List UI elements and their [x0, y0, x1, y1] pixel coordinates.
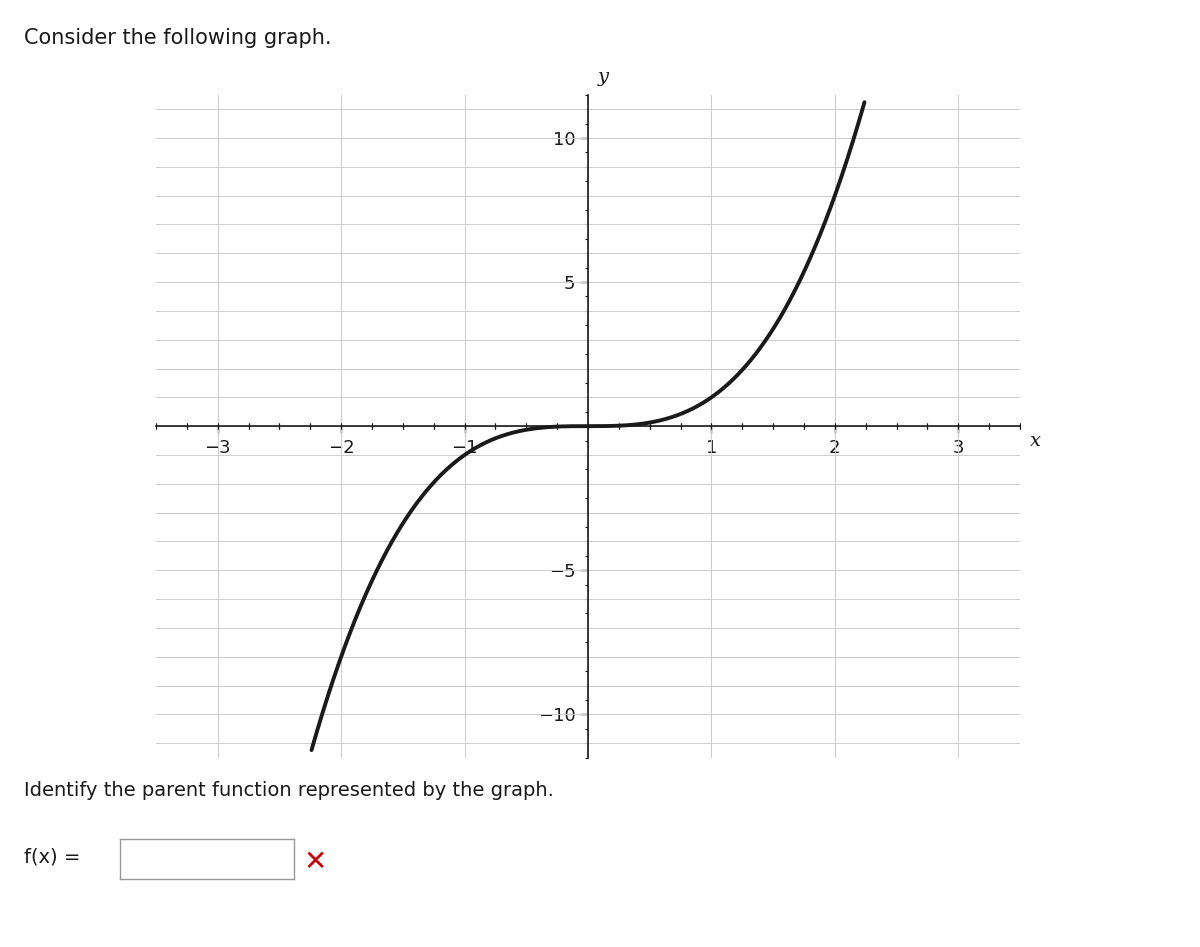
Text: x: x	[1030, 432, 1040, 450]
Text: ✕: ✕	[304, 848, 326, 876]
Text: Consider the following graph.: Consider the following graph.	[24, 28, 331, 48]
Text: y: y	[598, 68, 608, 86]
Text: Identify the parent function represented by the graph.: Identify the parent function represented…	[24, 781, 554, 800]
Text: f(x) =: f(x) =	[24, 848, 80, 867]
